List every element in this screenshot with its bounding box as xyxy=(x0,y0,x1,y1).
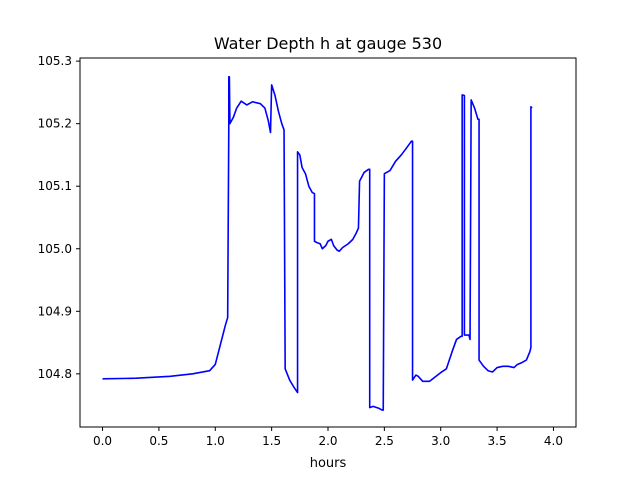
x-axis-label: hours xyxy=(310,456,347,471)
y-tick-label: 104.9 xyxy=(38,304,72,318)
x-tick-label: 1.0 xyxy=(206,434,225,448)
x-tick-label: 0.0 xyxy=(93,434,112,448)
y-axis: 104.8 104.9 105.0 105.1 105.2 105.3 xyxy=(38,54,80,381)
x-tick-label: 3.5 xyxy=(488,434,507,448)
series-line xyxy=(102,75,533,411)
x-tick-label: 0.5 xyxy=(149,434,168,448)
y-tick-label: 105.1 xyxy=(38,179,72,193)
y-tick-label: 105.3 xyxy=(38,54,72,68)
x-tick-label: 2.5 xyxy=(375,434,394,448)
series-layer xyxy=(102,75,533,411)
chart-title: Water Depth h at gauge 530 xyxy=(214,34,442,53)
y-tick-label: 105.0 xyxy=(38,242,72,256)
x-axis: 0.0 0.5 1.0 1.5 2.0 2.5 3.0 3.5 4.0 xyxy=(93,427,563,448)
x-tick-label: 4.0 xyxy=(544,434,563,448)
x-tick-label: 2.0 xyxy=(318,434,337,448)
y-tick-label: 104.8 xyxy=(38,367,72,381)
x-tick-label: 3.0 xyxy=(431,434,450,448)
y-tick-label: 105.2 xyxy=(38,117,72,131)
x-tick-label: 1.5 xyxy=(262,434,281,448)
